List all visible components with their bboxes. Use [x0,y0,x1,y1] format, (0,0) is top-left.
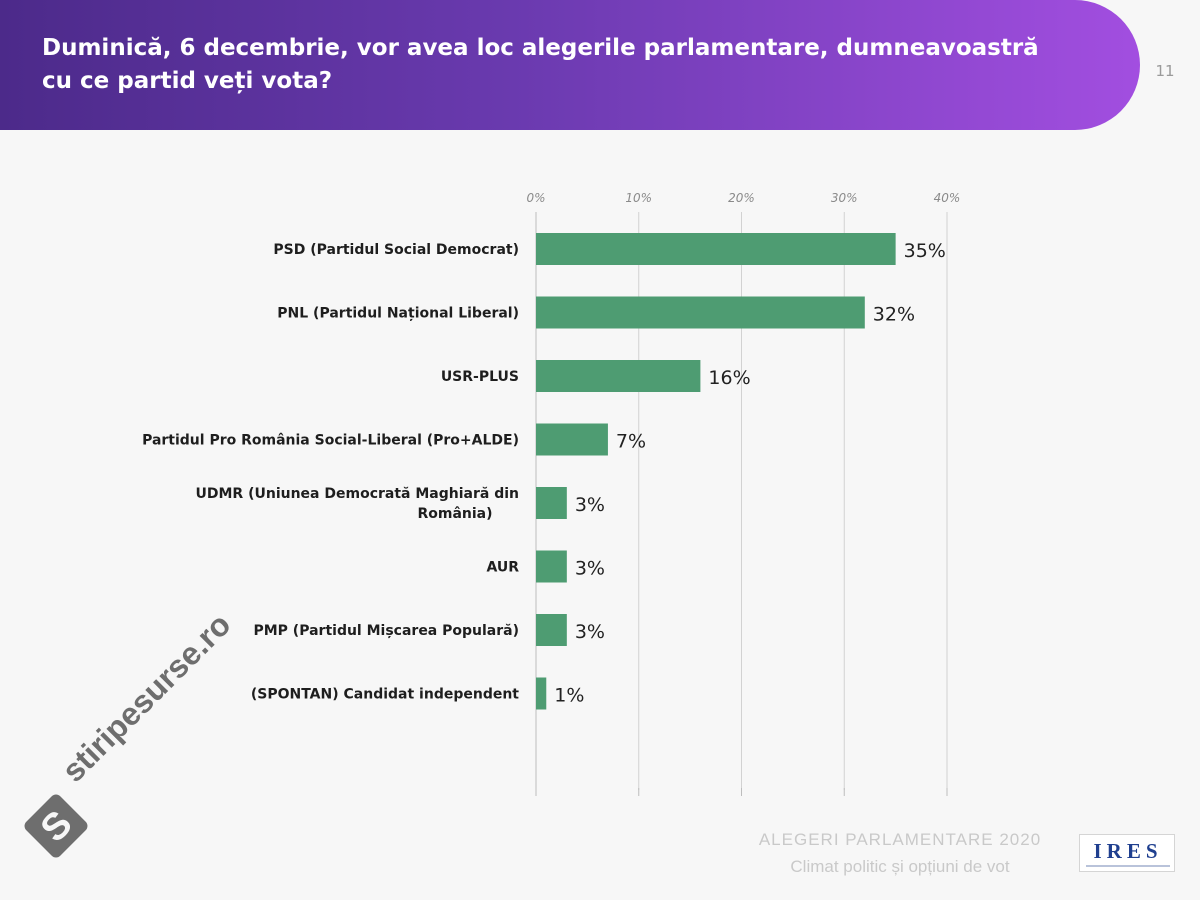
x-tick-label: 30% [831,191,858,205]
category-label: AUR [486,560,519,576]
category-label: Partidul Pro România Social-Liberal (Pro… [142,433,519,449]
data-label: 16% [708,367,750,389]
header-banner: Duminică, 6 decembrie, vor avea loc aleg… [0,0,1140,130]
category-label: PMP (Partidul Mișcarea Populară) [253,623,519,639]
bar [536,614,567,646]
category-label: UDMR (Uniunea Democrată Maghiară din Româ… [196,486,519,522]
logo-text: IRES [1093,839,1163,863]
watermark: S stiripesurse.ro [20,606,300,860]
data-label: 35% [904,240,946,262]
data-label: 3% [575,494,605,516]
bar [536,233,896,265]
data-label: 3% [575,621,605,643]
logo-underline [1086,865,1170,867]
data-label: 32% [873,304,915,326]
data-label: 1% [554,685,584,707]
page-title: Duminică, 6 decembrie, vor avea loc aleg… [42,35,1039,94]
bar [536,677,547,710]
bar [536,360,701,392]
ires-logo: IRES [1079,834,1175,872]
bar [536,550,567,583]
x-tick-label: 40% [934,191,961,205]
bar [536,423,608,456]
x-tick-label: 0% [526,191,545,205]
data-label: 3% [575,558,605,580]
x-tick-label: 10% [625,191,652,205]
category-label: PNL (Partidul Național Liberal) [277,306,519,322]
s-diamond-logo-icon: S [24,794,88,858]
footer-subtitle: Climat politic și opțiuni de vot [790,857,1010,876]
x-tick-label: 20% [728,191,755,205]
bar [536,296,865,329]
page-number: 11 [1155,62,1175,80]
category-label: PSD (Partidul Social Democrat) [273,242,519,258]
data-label: 7% [616,431,646,453]
footer-title: ALEGERI PARLAMENTARE 2020 [758,830,1042,849]
bar [536,487,567,519]
category-label: (SPONTAN) Candidat independent [251,687,519,703]
category-label: USR-PLUS [441,369,519,385]
